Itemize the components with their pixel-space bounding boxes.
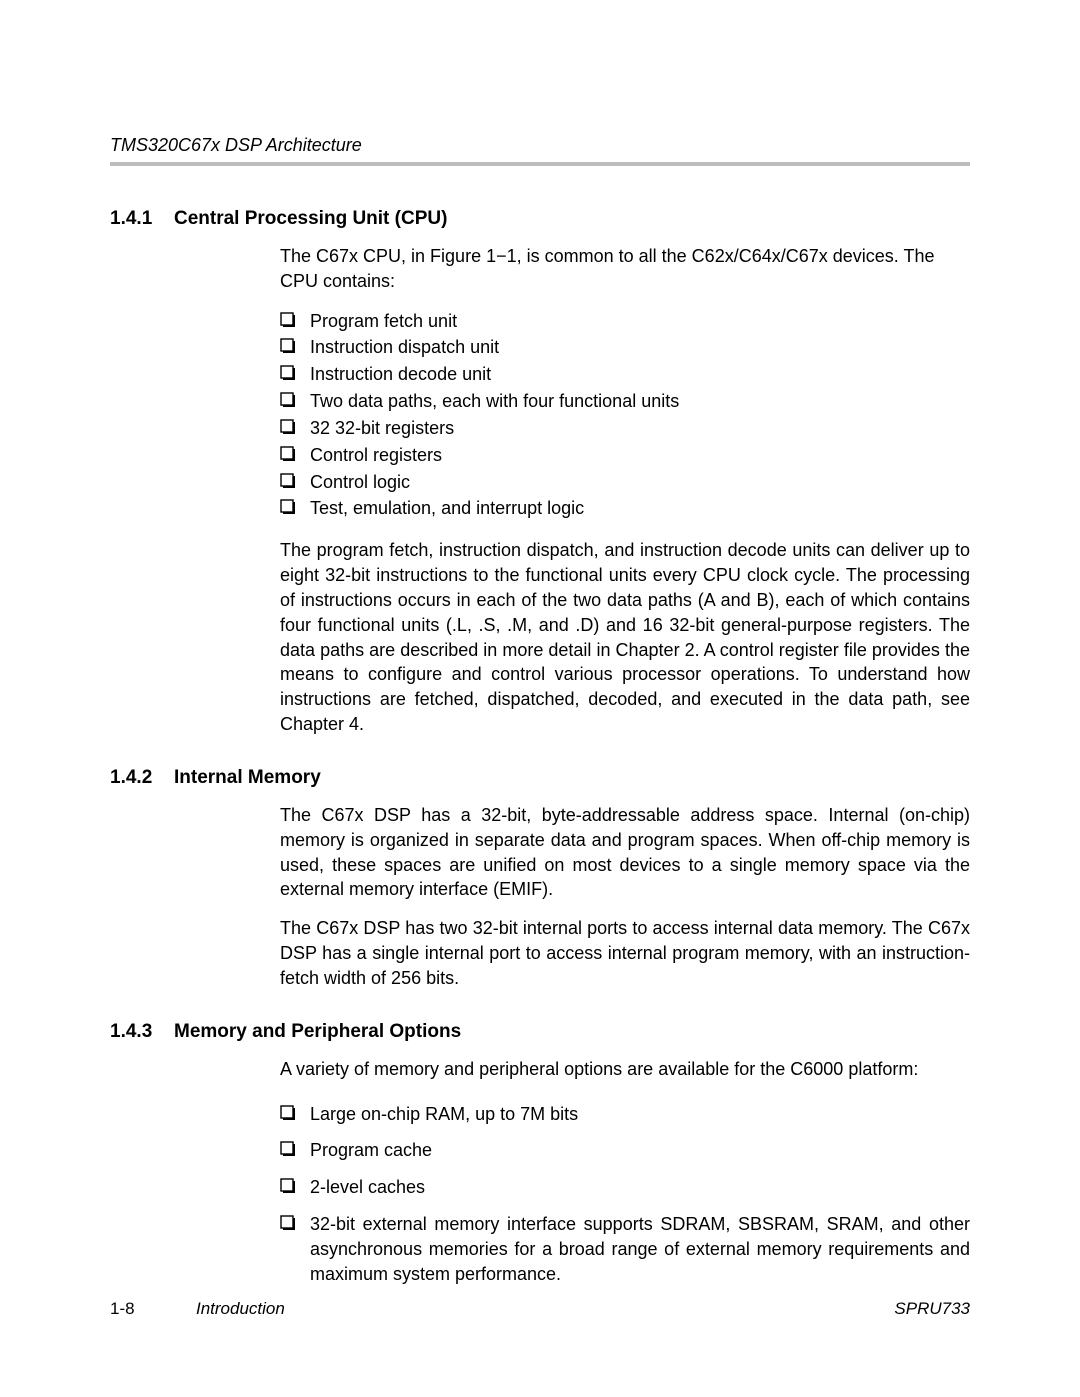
section-heading-cpu: 1.4.1 Central Processing Unit (CPU): [110, 208, 970, 230]
box-bullet-icon: [280, 419, 296, 435]
section-number: 1.4.2: [110, 767, 174, 789]
section-number: 1.4.3: [110, 1021, 174, 1043]
list-item-text: Two data paths, each with four functiona…: [310, 389, 970, 414]
section-title: Central Processing Unit (CPU): [174, 208, 447, 230]
bullet-list: Large on-chip RAM, up to 7M bits Program …: [280, 1096, 970, 1293]
section-body: A variety of memory and peripheral optio…: [280, 1057, 970, 1293]
list-item: 32 32-bit registers: [280, 415, 970, 442]
paragraph: The C67x CPU, in Figure 1−1, is common t…: [280, 244, 970, 294]
list-item: Two data paths, each with four functiona…: [280, 388, 970, 415]
section-number: 1.4.1: [110, 208, 174, 230]
section-heading-memory: 1.4.2 Internal Memory: [110, 767, 970, 789]
list-item: Large on-chip RAM, up to 7M bits: [280, 1096, 970, 1133]
section-title: Internal Memory: [174, 767, 321, 789]
box-bullet-icon: [280, 1215, 296, 1231]
list-item-text: 32 32-bit registers: [310, 416, 970, 441]
list-item-text: Control logic: [310, 470, 970, 495]
section-cpu: 1.4.1 Central Processing Unit (CPU) The …: [110, 208, 970, 737]
box-bullet-icon: [280, 338, 296, 354]
paragraph: The C67x DSP has two 32-bit internal por…: [280, 916, 970, 990]
list-item-text: 2-level caches: [310, 1175, 970, 1200]
section-internal-memory: 1.4.2 Internal Memory The C67x DSP has a…: [110, 767, 970, 991]
page: TMS320C67x DSP Architecture 1.4.1 Centra…: [0, 0, 1080, 1397]
page-number: 1-8: [110, 1299, 196, 1319]
list-item: Program cache: [280, 1132, 970, 1169]
list-item: 32-bit external memory interface support…: [280, 1206, 970, 1292]
list-item: 2-level caches: [280, 1169, 970, 1206]
box-bullet-icon: [280, 1178, 296, 1194]
box-bullet-icon: [280, 473, 296, 489]
section-body: The C67x DSP has a 32-bit, byte-addressa…: [280, 803, 970, 991]
list-item-text: Instruction dispatch unit: [310, 335, 970, 360]
box-bullet-icon: [280, 312, 296, 328]
list-item: Control logic: [280, 469, 970, 496]
list-item: Test, emulation, and interrupt logic: [280, 495, 970, 522]
list-item-text: Program fetch unit: [310, 309, 970, 334]
box-bullet-icon: [280, 365, 296, 381]
box-bullet-icon: [280, 392, 296, 408]
footer-left: 1-8 Introduction: [110, 1299, 285, 1319]
list-item-text: Control registers: [310, 443, 970, 468]
paragraph: A variety of memory and peripheral optio…: [280, 1057, 970, 1082]
doc-number: SPRU733: [894, 1299, 970, 1319]
box-bullet-icon: [280, 499, 296, 515]
bullet-list: Program fetch unitInstruction dispatch u…: [280, 308, 970, 523]
list-item-text: Program cache: [310, 1138, 970, 1163]
list-item-text: 32-bit external memory interface support…: [310, 1212, 970, 1286]
list-item: Program fetch unit: [280, 308, 970, 335]
section-body: The C67x CPU, in Figure 1−1, is common t…: [280, 244, 970, 737]
section-title: Memory and Peripheral Options: [174, 1021, 461, 1043]
section-heading-peripheral: 1.4.3 Memory and Peripheral Options: [110, 1021, 970, 1043]
box-bullet-icon: [280, 1141, 296, 1157]
list-item: Instruction dispatch unit: [280, 334, 970, 361]
box-bullet-icon: [280, 446, 296, 462]
box-bullet-icon: [280, 1105, 296, 1121]
list-item-text: Test, emulation, and interrupt logic: [310, 496, 970, 521]
list-item: Instruction decode unit: [280, 361, 970, 388]
running-head: TMS320C67x DSP Architecture: [110, 135, 970, 166]
list-item-text: Large on-chip RAM, up to 7M bits: [310, 1102, 970, 1127]
paragraph: The C67x DSP has a 32-bit, byte-addressa…: [280, 803, 970, 902]
page-footer: 1-8 Introduction SPRU733: [110, 1299, 970, 1319]
chapter-name: Introduction: [196, 1299, 285, 1319]
list-item: Control registers: [280, 442, 970, 469]
paragraph: The program fetch, instruction dispatch,…: [280, 538, 970, 737]
section-memory-peripheral: 1.4.3 Memory and Peripheral Options A va…: [110, 1021, 970, 1293]
list-item-text: Instruction decode unit: [310, 362, 970, 387]
